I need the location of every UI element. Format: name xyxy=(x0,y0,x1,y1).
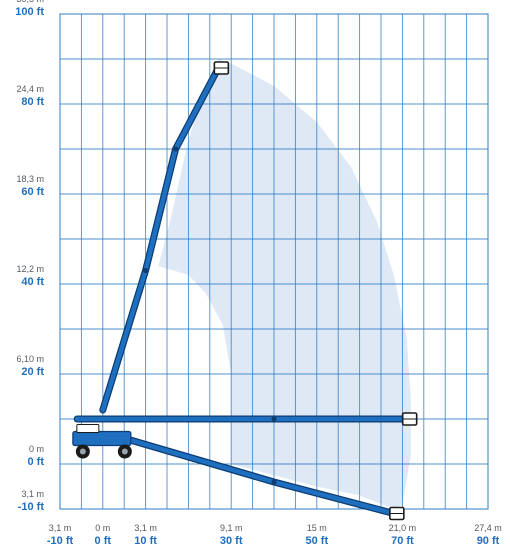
x-tick-label-m: 9,1 m xyxy=(220,523,243,533)
x-tick-label-m: 15 m xyxy=(307,523,327,533)
x-tick-label-ft: 90 ft xyxy=(477,535,500,547)
chassis-body xyxy=(72,430,132,447)
y-tick-label-m: 6,10 m xyxy=(16,354,44,364)
y-tick-label-ft: -10 ft xyxy=(18,501,45,513)
x-tick-label-ft: -10 ft xyxy=(47,535,74,547)
y-tick-label-ft: 40 ft xyxy=(21,276,44,288)
x-axis-labels: 3,1 m -10 ft 0 m 0 ft 3,1 m 10 ft 9,1 m 30 ft 15… xyxy=(47,523,502,547)
boom-joint xyxy=(271,416,277,422)
boom-below-grade xyxy=(116,433,405,521)
y-tick-label-m: 18,3 m xyxy=(16,174,44,184)
boom-max-height xyxy=(99,61,230,414)
y-tick-label-m: 12,2 m xyxy=(16,264,44,274)
y-tick-label-m: 0 m xyxy=(29,444,44,454)
x-tick-label-ft: 30 ft xyxy=(220,535,243,547)
x-tick-label-ft: 50 ft xyxy=(305,535,328,547)
lift-booms xyxy=(73,61,418,521)
y-tick-label-ft: 0 ft xyxy=(28,456,45,468)
plot-frame xyxy=(59,13,489,510)
boom-joint xyxy=(172,146,179,152)
y-tick-label-ft: 80 ft xyxy=(21,96,44,108)
y-tick-label-ft: 20 ft xyxy=(21,366,44,378)
y-tick-label-m: 30,5 m xyxy=(16,0,44,4)
wheel-hub xyxy=(79,448,86,455)
wheel-hub xyxy=(121,448,128,455)
y-tick-label-m: 3,1 m xyxy=(21,489,44,499)
y-tick-label-ft: 60 ft xyxy=(21,186,44,198)
x-tick-label-m: 27,4 m xyxy=(474,523,502,533)
x-tick-label-m: 0 m xyxy=(95,523,110,533)
x-tick-label-ft: 0 ft xyxy=(95,535,112,547)
x-tick-label-ft: 70 ft xyxy=(391,535,414,547)
x-tick-label-m: 21,0 m xyxy=(389,523,417,533)
y-axis-labels: 30,5 m 100 ft 24,4 m 80 ft 18,3 m 60 ft 12,2 m… xyxy=(15,0,44,513)
boom-joint xyxy=(271,479,277,485)
lift-chassis xyxy=(72,424,132,459)
boom-section xyxy=(100,65,221,413)
boom-horizontal xyxy=(73,412,418,426)
y-tick-label-m: 24,4 m xyxy=(16,84,44,94)
x-tick-label-m: 3,1 m xyxy=(49,523,72,533)
y-tick-label-ft: 100 ft xyxy=(15,6,44,18)
x-tick-label-m: 3,1 m xyxy=(134,523,157,533)
boom-joint xyxy=(143,267,149,274)
chassis-cab xyxy=(76,424,100,433)
x-tick-label-ft: 10 ft xyxy=(134,535,157,547)
